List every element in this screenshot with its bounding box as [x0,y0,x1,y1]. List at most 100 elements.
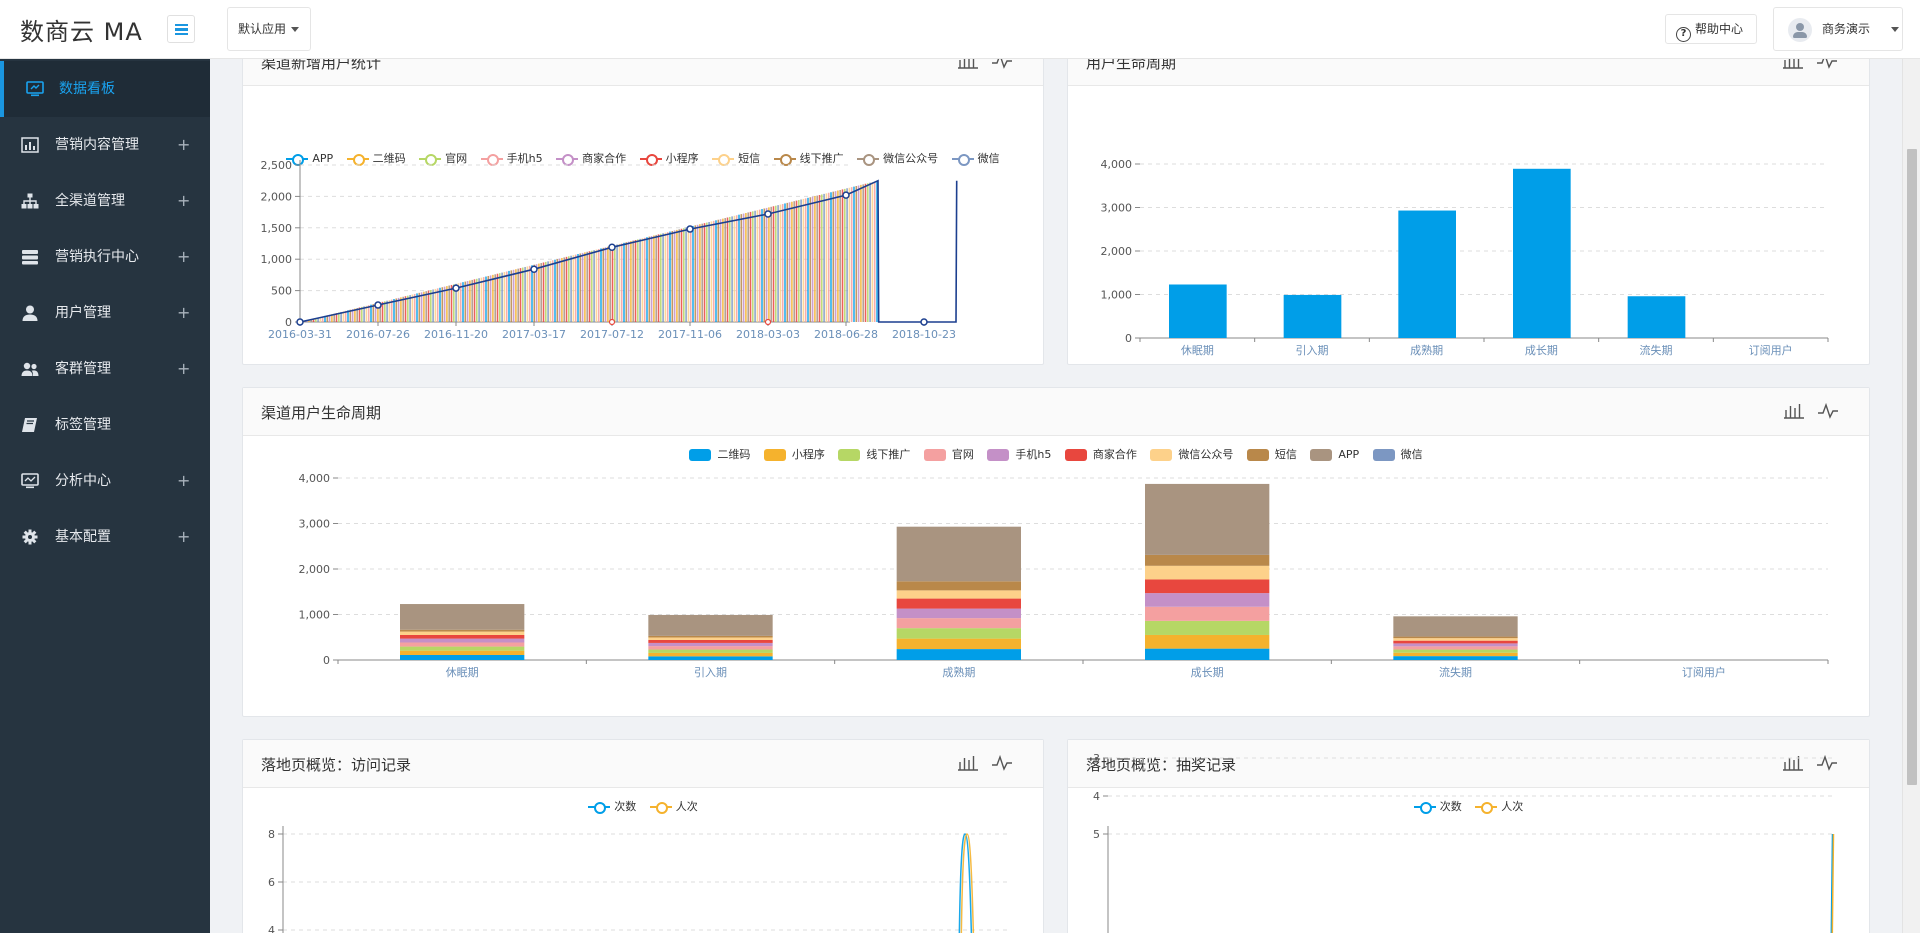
visits-line-chart: 4 6 8 [268,826,1008,933]
legend-item[interactable]: 商家合作 [556,150,626,166]
line-chart-toggle-icon[interactable] [991,59,1013,71]
legend-item[interactable]: 人次 [649,798,698,814]
legend-item[interactable]: 微信公众号 [857,150,938,166]
panel-channel-lifecycle: 渠道用户生命周期 二维码 小程序 线下推广 官网 手机h5 商家合作 微信公众号… [242,387,1870,717]
legend-item[interactable]: 小程序 [763,446,825,462]
expand-plus-icon[interactable]: + [177,527,191,546]
panel-landing-visits: 落地页概览：访问记录 次数 人次 4 6 8 [242,739,1044,933]
legend-item[interactable]: 线下推广 [773,150,844,166]
stacked-bar-segment [1393,649,1518,653]
server-icon [22,250,38,265]
legend-item[interactable]: 商家合作 [1064,446,1137,462]
expand-plus-icon[interactable]: + [177,359,191,378]
legend-item[interactable]: 二维码 [346,150,406,166]
bar-chart-toggle-icon[interactable] [1783,401,1805,421]
app-select-value: 默认应用 [238,22,287,36]
legend-item[interactable]: 手机h5 [987,446,1051,462]
x-tick-label: 订阅用户 [1682,665,1726,679]
line-chart-toggle-icon[interactable] [1816,59,1838,71]
legend-marker-icon [838,449,861,461]
expand-plus-icon[interactable]: + [177,471,191,490]
bar-chart-toggle-icon[interactable] [957,753,979,773]
panel-header: 落地页概览：抽奖记录 [1068,740,1869,788]
legend-marker-icon [649,802,672,814]
legend-item[interactable]: APP [286,152,333,166]
panel-lifecycle: 用户生命周期 0 1,000 2,000 3,000 4,000 休眠期 引入期 成熟期 成长期… [1067,59,1870,365]
user-name: 商务演示 [1822,22,1871,36]
stacked-bar-segment [648,637,773,640]
stacked-bar-segment [896,608,1021,619]
y-tick-label: 1,000 [299,609,331,622]
user-menu-button[interactable]: 商务演示 [1773,7,1903,51]
expand-plus-icon[interactable]: + [177,247,191,266]
legend-item[interactable]: 短信 [712,150,760,166]
legend-label: 微信 [1400,448,1423,461]
legend-item[interactable]: 微信公众号 [1150,446,1233,462]
expand-plus-icon[interactable]: + [177,135,191,154]
legend-item[interactable]: 人次 [1475,798,1523,814]
legend-marker-icon [951,154,974,166]
top-bar: 数商云 MA 默认应用 ? 帮助中心 商务演示 [0,0,1920,59]
bar-chart-toggle-icon[interactable] [1782,753,1804,773]
legend-item[interactable]: 小程序 [639,150,699,166]
stacked-bar-segment [1393,616,1518,637]
sidebar-item-channels[interactable]: 全渠道管理 + [0,173,210,229]
x-tick-label: 2016-07-26 [346,328,410,341]
sidebar-item-label: 全渠道管理 [55,193,125,209]
scrollbar-thumb[interactable] [1907,149,1917,785]
bar-chart-toggle-icon[interactable] [957,59,979,71]
line-chart-toggle-icon[interactable] [1816,753,1838,773]
legend-item[interactable]: 线下推广 [838,446,910,462]
data-point [374,301,382,309]
line-chart-toggle-icon[interactable] [1817,401,1839,421]
expand-plus-icon[interactable]: + [177,303,191,322]
sidebar-item-execution[interactable]: 营销执行中心 + [0,229,210,285]
sidebar-item-analysis[interactable]: 分析中心 + [0,453,210,509]
users-icon [21,362,39,376]
stacked-bar-segment [896,628,1021,639]
page-scrollbar[interactable] [1902,59,1920,933]
app-select-dropdown[interactable]: 默认应用 [227,7,311,51]
x-tick-label: 休眠期 [1181,344,1214,357]
legend-label: 官网 [951,448,974,461]
sidebar-item-label: 营销执行中心 [55,249,139,265]
legend-item[interactable]: 手机h5 [480,150,543,166]
expand-plus-icon[interactable]: + [177,191,191,210]
panel-title: 渠道用户生命周期 [261,404,382,422]
panel-header: 渠道用户生命周期 [243,388,1869,436]
legend-marker-icon [689,449,712,461]
legend-item[interactable]: 微信 [951,150,1000,166]
lottery-line-chart: 3 4 5 [1093,752,1835,933]
y-tick-label: 3,000 [299,518,331,531]
bar-chart-toggle-icon[interactable] [1782,59,1804,71]
stacked-bar-segment [1145,554,1270,566]
legend-label: 微信公众号 [883,152,939,165]
legend-item[interactable]: 次数 [588,798,636,814]
chart-legend: 次数 人次 [243,798,1043,814]
legend-item[interactable]: 次数 [1413,798,1462,814]
legend-item[interactable]: 二维码 [689,446,750,462]
sidebar-item-segments[interactable]: 客群管理 + [0,341,210,397]
legend-label: 小程序 [665,152,699,165]
main-content: 渠道新增用户统计 APP 二维码 官网 手机h5 商家合作 小程序 短信 线下推… [210,59,1902,933]
x-tick-label: 2017-03-17 [502,328,566,341]
sidebar-item-settings[interactable]: 基本配置 + [0,509,210,565]
help-center-button[interactable]: ? 帮助中心 [1665,14,1757,44]
bar [1513,168,1571,338]
legend-item[interactable]: 微信 [1372,446,1423,462]
bar [1169,284,1227,338]
legend-item[interactable]: APP [1310,448,1359,461]
caret-down-icon [1891,27,1899,32]
menu-toggle-button[interactable] [167,15,195,43]
sidebar-item-users[interactable]: 用户管理 + [0,285,210,341]
stacked-bar-segment [1145,606,1270,621]
sidebar-item-tags[interactable]: 标签管理 [0,397,210,453]
x-tick-label: 2016-11-20 [424,328,488,341]
line-chart-toggle-icon[interactable] [991,753,1013,773]
stacked-bar-segment [1145,634,1270,649]
sidebar-item-content[interactable]: 营销内容管理 + [0,117,210,173]
legend-item[interactable]: 官网 [923,446,974,462]
legend-item[interactable]: 短信 [1246,446,1297,462]
sidebar-item-dashboard[interactable]: 数据看板 [0,61,210,117]
lifecycle-bar-chart: 0 1,000 2,000 3,000 4,000 休眠期 引入期 成熟期 成长期 流失期 订阅用户 [1101,158,1829,357]
